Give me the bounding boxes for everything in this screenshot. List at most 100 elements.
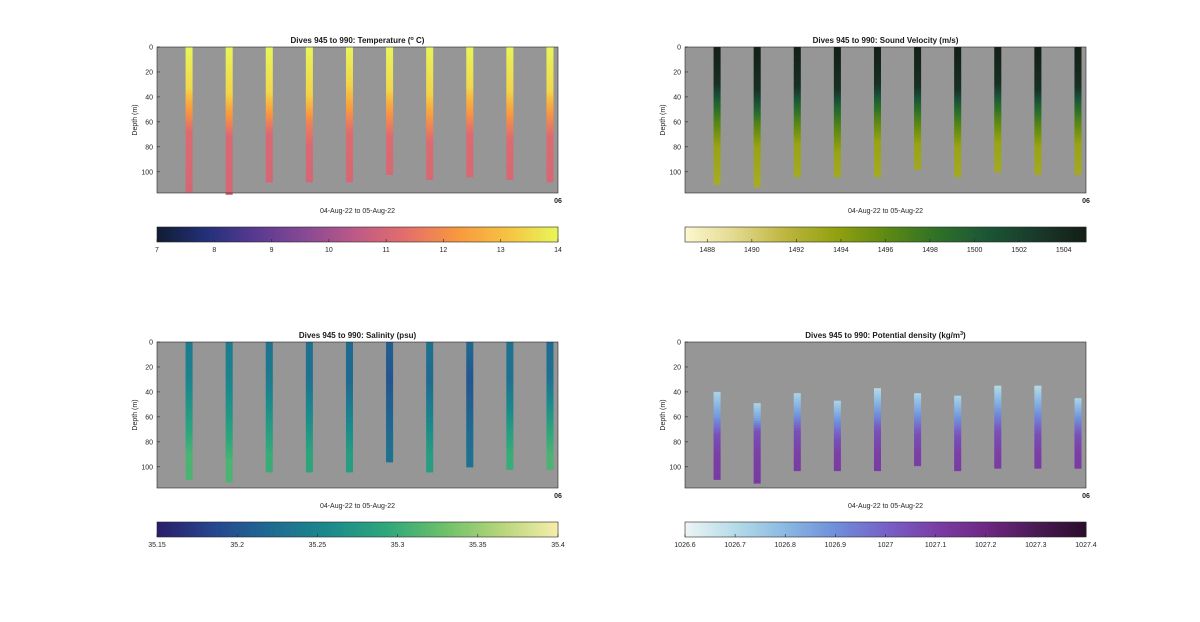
colorbar-segment [407, 227, 411, 242]
profile-cell [305, 379, 313, 383]
colorbar-segment [470, 227, 474, 242]
colorbar-segment [1058, 522, 1062, 537]
profile-cell [185, 404, 193, 408]
profile-cell [345, 411, 353, 415]
profile-cell [426, 141, 434, 145]
profile-cell [546, 96, 554, 101]
profile-cell [994, 94, 1002, 98]
colorbar-segment [392, 227, 396, 242]
profile-cell [873, 420, 881, 424]
profile-cell [386, 61, 394, 66]
colorbar-segment [552, 227, 556, 242]
profile-cell [345, 409, 353, 413]
profile-cell [185, 421, 193, 425]
profile-cell [265, 434, 273, 438]
profile-cell [345, 361, 353, 366]
profile-cell [386, 361, 394, 366]
profile-cell [265, 61, 273, 66]
colorbar-segment [988, 522, 992, 537]
profile-cell [345, 406, 353, 410]
profile-cell [345, 131, 353, 135]
colorbar-segment [705, 522, 709, 537]
profile-cell [793, 76, 801, 81]
colorbar-segment [520, 227, 524, 242]
profile-cell [753, 174, 761, 178]
profile-cell [873, 136, 881, 140]
profile-cell [265, 446, 273, 450]
colorbar-segment [855, 522, 859, 537]
profile-cell [833, 166, 841, 170]
colorbar-segment [762, 227, 766, 242]
profile-cell [1034, 405, 1042, 409]
profile-cell [833, 468, 841, 472]
profile-cell [185, 444, 193, 448]
profile-cell [914, 64, 922, 68]
colorbar-segment [882, 227, 886, 242]
profile-cell [793, 111, 801, 115]
profile-cell [1034, 86, 1042, 91]
colorbar-segment [505, 227, 509, 242]
profile-cell [386, 96, 394, 101]
profile-cell [345, 121, 353, 125]
colorbar-segment [750, 227, 754, 242]
profile-cell [793, 430, 801, 434]
profile-cell [466, 344, 474, 348]
profile-cell [466, 351, 474, 356]
profile-cell [265, 169, 273, 173]
profile-cell [713, 64, 721, 68]
colorbar-segment [747, 522, 751, 537]
colorbar-segment [337, 227, 341, 242]
profile-cell [225, 119, 233, 123]
profile-cell [506, 54, 514, 58]
colorbar-segment [770, 522, 774, 537]
colorbar-segment [187, 227, 191, 242]
profile-cell [833, 91, 841, 96]
profile-cell [265, 414, 273, 418]
colorbar-segment [292, 522, 296, 537]
colorbar-segment [1068, 522, 1072, 537]
plot-area [157, 342, 558, 488]
profile-cell [833, 448, 841, 452]
colorbar-segment [918, 522, 922, 537]
colorbar-segment [692, 227, 696, 242]
dive-profile-9 [1034, 47, 1042, 175]
colorbar-segment [872, 227, 876, 242]
profile-cell [833, 129, 841, 133]
profile-cell [225, 434, 233, 438]
colorbar-tick-label: 10 [325, 247, 333, 254]
profile-cell [305, 439, 313, 443]
colorbar-segment [998, 227, 1002, 242]
colorbar-segment [960, 227, 964, 242]
profile-cell [1074, 166, 1082, 170]
colorbar-segment [755, 522, 759, 537]
colorbar-tick-label: 35.4 [551, 542, 565, 549]
profile-cell [753, 116, 761, 120]
profile-cell [345, 109, 353, 113]
profile-cell [1074, 146, 1082, 150]
colorbar-segment [317, 227, 321, 242]
profile-cell [426, 351, 434, 356]
profile-cell [345, 444, 353, 448]
chart-title: Dives 945 to 990: Temperature (o C) [291, 36, 425, 45]
colorbar-segment [1080, 227, 1084, 242]
profile-cell [713, 134, 721, 138]
profile-cell [386, 74, 394, 78]
profile-cell [546, 386, 554, 391]
profile-cell [873, 400, 881, 404]
profile-cell [793, 428, 801, 432]
colorbar-segment [1045, 227, 1049, 242]
profile-cell [386, 134, 394, 138]
colorbar-tick-label: 1490 [744, 247, 760, 254]
colorbar-segment [710, 227, 714, 242]
colorbar-segment [745, 522, 749, 537]
profile-cell [225, 404, 233, 408]
colorbar-segment [852, 522, 856, 537]
profile-cell [1074, 440, 1082, 444]
profile-cell [546, 64, 554, 68]
colorbar-segment [522, 522, 526, 537]
profile-cell [225, 96, 233, 101]
profile-cell [713, 69, 721, 73]
profile-cell [793, 164, 801, 168]
profile-cell [305, 166, 313, 170]
